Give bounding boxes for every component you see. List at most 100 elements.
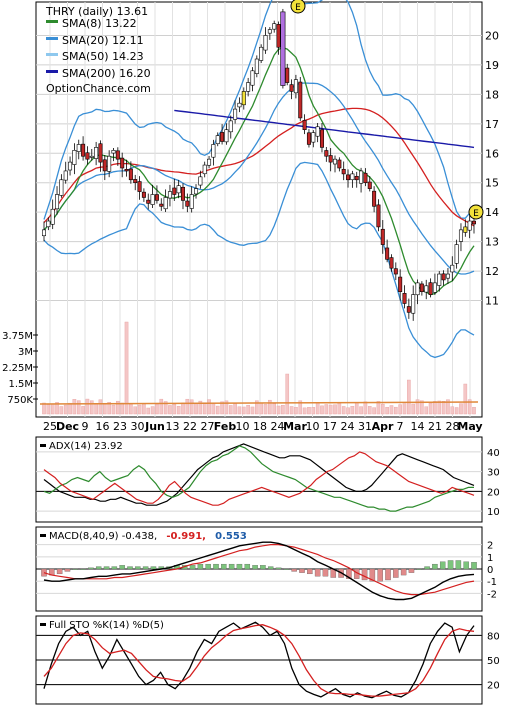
candle-body-97 xyxy=(463,226,468,233)
volume-bar-33 xyxy=(185,398,190,415)
volume-bar-47 xyxy=(246,405,250,415)
candle-body-89 xyxy=(428,282,433,295)
candle-body-68 xyxy=(337,159,342,169)
x-tick-label-20: 7 xyxy=(397,420,404,433)
candle-body-67 xyxy=(333,158,338,165)
volume-bar-25 xyxy=(150,406,155,415)
volume-bar-80 xyxy=(389,405,394,415)
legend-sma50: SMA(50) 14.23 xyxy=(62,50,144,63)
legend-sma20: SMA(20) 12.11 xyxy=(62,34,144,47)
x-tick-label-8: 22 xyxy=(183,420,197,433)
volume-bar-13 xyxy=(98,399,103,415)
macd-histogram-bar-7 xyxy=(95,566,102,570)
volume-bar-73 xyxy=(359,406,363,415)
volume-bar-81 xyxy=(394,406,398,415)
macd-histogram-bar-25 xyxy=(236,563,243,570)
volume-bar-94 xyxy=(450,406,455,415)
volume-bar-0 xyxy=(42,402,46,415)
macd-tick-label-3: 1 xyxy=(487,553,493,564)
x-tick-label-23: 28 xyxy=(446,420,460,433)
volume-bar-76 xyxy=(372,407,376,415)
candles-layer xyxy=(41,8,476,321)
candle-body-63 xyxy=(315,126,320,137)
macd-histogram-bar-27 xyxy=(252,565,258,570)
candle-body-70 xyxy=(346,174,351,181)
macd-histogram-bar-33 xyxy=(299,568,305,573)
candle-body-92 xyxy=(441,273,446,281)
macd-histogram-bar-11 xyxy=(127,566,133,570)
macd-histogram-bar-13 xyxy=(142,566,149,570)
legend-sma8: SMA(8) 13.22 xyxy=(62,17,137,30)
volume-bar-26 xyxy=(155,404,159,415)
volume-bar-4 xyxy=(59,406,64,415)
volume-bar-49 xyxy=(255,400,259,415)
macd-histogram-bar-35 xyxy=(314,568,321,577)
volume-bar-1 xyxy=(46,404,51,415)
candle-body-58 xyxy=(293,79,298,94)
legend-swatch-sma200 xyxy=(46,70,58,73)
candle-body-87 xyxy=(419,283,424,293)
earnings-marker-1-label: E xyxy=(295,3,301,13)
volume-bar-53 xyxy=(272,403,277,415)
macd-histogram-bar-50 xyxy=(432,563,438,570)
candle-body-48 xyxy=(250,70,255,86)
x-tick-label-6: Jun xyxy=(144,420,165,433)
volume-bar-41 xyxy=(220,401,224,415)
x-tick-label-21: 14 xyxy=(411,420,425,433)
volume-bar-36 xyxy=(198,400,203,415)
macd-histogram-bar-22 xyxy=(213,563,219,570)
adx-series-line-2 xyxy=(43,451,475,506)
candle-body-66 xyxy=(328,155,333,163)
candle-body-94 xyxy=(450,264,455,273)
volume-bar-7 xyxy=(72,399,77,415)
volume-bar-82 xyxy=(398,404,402,415)
candle-body-53 xyxy=(272,23,277,30)
volume-bar-83 xyxy=(402,403,407,415)
candle-body-56 xyxy=(285,67,290,83)
macd-histogram-bar-32 xyxy=(291,568,297,572)
volume-bar-16 xyxy=(111,404,116,415)
sma20-line xyxy=(43,82,475,275)
macd-histogram-bar-51 xyxy=(439,561,446,570)
volume-bar-43 xyxy=(228,405,233,415)
earnings-marker-2: E xyxy=(468,204,484,220)
volume-tick-label-2: 2.25M xyxy=(2,363,33,374)
candle-body-22 xyxy=(137,181,142,192)
candle-body-17 xyxy=(115,150,120,160)
volume-bar-95 xyxy=(454,407,459,415)
macd-histogram-bar-14 xyxy=(150,566,157,570)
macd-histogram-bar-44 xyxy=(385,568,391,581)
legend-swatch-sma8 xyxy=(46,20,58,23)
macd-histogram-bar-53 xyxy=(455,560,462,570)
candle-body-51 xyxy=(263,35,268,51)
macd-histogram-bar-0 xyxy=(41,568,47,577)
volume-bar-62 xyxy=(311,407,316,415)
candle-body-77 xyxy=(376,204,381,228)
candle-body-2 xyxy=(50,208,55,225)
volume-bar-8 xyxy=(76,400,81,415)
volume-bar-60 xyxy=(302,407,307,415)
candle-body-41 xyxy=(220,132,225,142)
volume-bar-67 xyxy=(333,404,337,415)
candle-body-9 xyxy=(81,143,86,157)
macd-histogram-bar-46 xyxy=(400,568,407,576)
candle-body-28 xyxy=(163,197,168,210)
x-tick-label-3: 16 xyxy=(96,420,110,433)
volume-bar-54 xyxy=(276,405,281,415)
macd-histogram-bar-8 xyxy=(103,566,110,570)
macd-histogram-bar-36 xyxy=(322,568,329,577)
volume-bar-90 xyxy=(433,401,437,415)
price-tick-label-6: 17 xyxy=(485,118,499,131)
candle-body-42 xyxy=(224,129,229,143)
volume-bar-96 xyxy=(459,403,463,415)
candle-body-39 xyxy=(211,144,216,158)
legend-sto: Full STO %K(14) %D(5) xyxy=(49,620,164,631)
candle-body-81 xyxy=(393,268,398,275)
volume-bar-93 xyxy=(446,399,450,415)
macd-histogram-bar-2 xyxy=(56,568,63,575)
x-tick-label-4: 23 xyxy=(113,420,127,433)
candle-body-75 xyxy=(367,181,372,189)
bands-layer xyxy=(43,0,475,359)
legend-swatch-adx xyxy=(40,444,46,447)
